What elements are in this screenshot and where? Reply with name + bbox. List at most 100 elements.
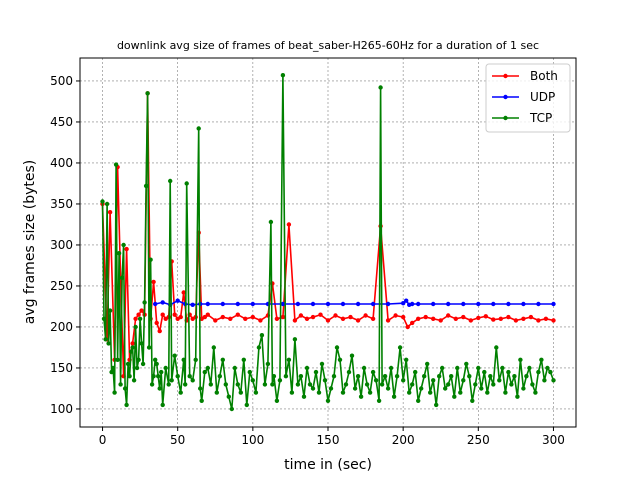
data-point-both [363, 313, 368, 318]
data-point-both [513, 318, 519, 323]
data-point-tcp [376, 398, 382, 403]
data-point-udp [476, 301, 481, 307]
data-point-tcp [196, 126, 201, 131]
data-point-udp [404, 298, 409, 303]
data-point-tcp [542, 378, 547, 383]
data-point-tcp [208, 382, 213, 387]
data-point-tcp [422, 374, 427, 379]
data-point-tcp [166, 382, 171, 387]
data-point-tcp [506, 369, 511, 375]
data-point-tcp [343, 382, 349, 387]
data-point-udp [370, 301, 376, 307]
data-point-tcp [133, 324, 138, 330]
data-point-tcp [121, 242, 126, 248]
data-point-tcp [473, 382, 478, 387]
data-point-both [304, 316, 310, 321]
data-point-tcp [404, 357, 409, 362]
legend: Both UDP TCP [485, 63, 571, 133]
data-point-tcp [491, 382, 496, 387]
y-tick-label: 450 [50, 115, 73, 129]
data-point-tcp [103, 337, 108, 342]
data-point-tcp [270, 382, 275, 387]
data-point-tcp [119, 275, 125, 280]
y-tick-label: 100 [50, 402, 73, 416]
data-point-tcp [286, 357, 292, 362]
data-point-tcp [485, 390, 490, 395]
data-point-both [298, 313, 304, 318]
data-point-both [325, 318, 331, 323]
data-point-tcp [407, 390, 412, 395]
data-point-both [438, 318, 443, 323]
data-point-udp [446, 301, 451, 307]
data-point-udp [190, 302, 195, 307]
data-point-tcp [122, 386, 128, 391]
data-point-both [401, 314, 406, 320]
data-point-tcp [340, 390, 346, 395]
data-point-both [506, 314, 511, 320]
data-point-tcp [274, 398, 280, 403]
data-point-tcp [190, 378, 195, 383]
data-point-udp [280, 301, 286, 307]
data-point-both [157, 328, 162, 334]
x-tick-label: 200 [392, 433, 415, 447]
y-tick-label: 350 [50, 197, 73, 211]
data-point-tcp [159, 369, 164, 375]
data-point-tcp [385, 386, 391, 391]
data-point-tcp [238, 390, 243, 395]
data-point-tcp [325, 398, 331, 403]
data-point-both [483, 314, 488, 319]
data-point-tcp [449, 374, 454, 379]
data-point-tcp [322, 378, 328, 383]
data-point-tcp [367, 390, 373, 395]
data-point-tcp [397, 345, 403, 350]
data-point-tcp [101, 316, 107, 321]
data-point-udp [521, 301, 526, 307]
data-point-udp [491, 301, 496, 307]
data-point-both [133, 316, 138, 321]
data-point-udp [410, 301, 415, 307]
data-point-tcp [109, 369, 114, 375]
data-point-tcp [259, 333, 265, 338]
data-point-tcp [524, 374, 529, 379]
data-point-tcp [112, 390, 117, 395]
data-point-both [205, 312, 210, 317]
data-point-tcp [521, 386, 526, 391]
series-line-tcp [101, 74, 555, 410]
data-point-tcp [115, 357, 120, 362]
data-point-tcp [379, 382, 385, 387]
data-point-udp [536, 301, 541, 307]
data-point-tcp [183, 382, 188, 387]
legend-entry-udp: UDP [492, 90, 555, 104]
data-point-tcp [217, 374, 222, 379]
x-axis-label: time in (sec) [284, 457, 372, 473]
data-point-tcp [202, 369, 207, 375]
data-point-tcp [476, 365, 481, 371]
data-point-tcp [268, 219, 274, 225]
data-point-both [154, 320, 159, 326]
legend-box [485, 63, 571, 133]
data-point-tcp [134, 365, 140, 371]
data-point-both [274, 316, 280, 321]
data-point-tcp [437, 374, 442, 379]
data-point-both [491, 317, 496, 322]
data-point-both [318, 312, 323, 317]
data-point-both [461, 314, 466, 320]
data-point-tcp [434, 402, 439, 408]
data-point-tcp [425, 361, 430, 367]
data-point-tcp [244, 402, 249, 408]
data-point-udp [235, 301, 240, 307]
y-tick-label: 250 [50, 279, 73, 293]
data-point-udp [355, 301, 361, 307]
data-point-both [431, 316, 436, 321]
data-point-tcp [527, 365, 532, 371]
data-point-both [213, 318, 218, 323]
data-point-tcp [467, 374, 472, 379]
data-point-tcp [160, 402, 165, 408]
data-point-both [348, 314, 353, 320]
data-point-tcp [142, 300, 147, 305]
data-point-tcp [220, 357, 225, 362]
data-point-tcp [328, 386, 334, 391]
data-point-tcp [331, 374, 337, 379]
data-point-tcp [214, 390, 219, 395]
